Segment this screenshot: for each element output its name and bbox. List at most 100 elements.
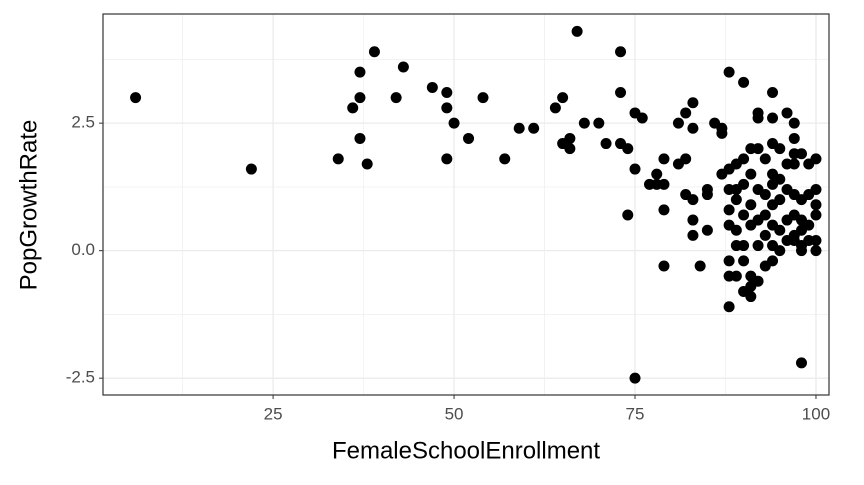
point (795, 148, 807, 160)
point (810, 245, 822, 257)
point (477, 92, 489, 104)
point (441, 153, 453, 165)
point (716, 127, 728, 139)
point (767, 112, 779, 124)
point (687, 122, 699, 134)
point (557, 92, 569, 104)
point (810, 153, 822, 165)
point (347, 102, 359, 114)
point (723, 301, 735, 313)
x-tick-label: 75 (626, 404, 645, 423)
y-tick-label: -2.5 (66, 368, 95, 387)
point (788, 117, 800, 129)
point (745, 168, 757, 180)
point (723, 255, 735, 267)
y-axis-title: PopGrowthRate (15, 120, 42, 291)
point (354, 92, 366, 104)
point (694, 260, 706, 272)
point (499, 153, 511, 165)
point (448, 117, 460, 129)
point (752, 143, 764, 155)
point (759, 153, 771, 165)
point (795, 245, 807, 257)
point (441, 102, 453, 114)
x-tick-label: 50 (445, 404, 464, 423)
point (361, 158, 373, 170)
point (803, 219, 815, 231)
point (354, 66, 366, 78)
point (658, 204, 670, 216)
point (672, 117, 684, 129)
point (701, 224, 713, 236)
panel-border (102, 13, 830, 396)
point (723, 66, 735, 78)
point (368, 46, 380, 58)
point (701, 189, 713, 201)
point (687, 214, 699, 226)
point (738, 76, 750, 88)
point (571, 25, 583, 37)
point (615, 46, 627, 58)
point (564, 143, 576, 155)
point (658, 153, 670, 165)
point (723, 204, 735, 216)
point (774, 143, 786, 155)
point (658, 260, 670, 272)
point (745, 291, 757, 303)
point (397, 61, 409, 73)
y-tick-label: 2.5 (71, 113, 95, 132)
point (528, 122, 540, 134)
point (795, 357, 807, 369)
point (788, 158, 800, 170)
point (774, 245, 786, 257)
point (629, 372, 641, 384)
point (767, 255, 779, 267)
point (810, 199, 822, 211)
point (680, 153, 692, 165)
point (687, 194, 699, 206)
point (730, 270, 742, 282)
point (810, 234, 822, 246)
point (578, 117, 590, 129)
point (687, 97, 699, 109)
point (354, 132, 366, 144)
point (810, 183, 822, 195)
point (245, 163, 257, 175)
point (774, 173, 786, 185)
point (426, 81, 438, 93)
point (622, 143, 634, 155)
point (730, 224, 742, 236)
point (622, 209, 634, 221)
point (759, 189, 771, 201)
point (738, 240, 750, 252)
point (390, 92, 402, 104)
point (774, 224, 786, 236)
point (759, 209, 771, 221)
point (615, 87, 627, 99)
point (680, 107, 692, 119)
point (513, 122, 525, 134)
x-axis-title: FemaleSchoolEnrollment (332, 437, 600, 464)
point (752, 275, 764, 287)
point (738, 255, 750, 267)
point (767, 87, 779, 99)
point (781, 107, 793, 119)
point (332, 153, 344, 165)
y-tick-label: 0.0 (71, 240, 95, 259)
point (636, 112, 648, 124)
point (774, 194, 786, 206)
point (788, 132, 800, 144)
point (600, 138, 612, 150)
point (130, 92, 142, 104)
point (752, 107, 764, 119)
point (745, 199, 757, 211)
point (593, 117, 605, 129)
point (738, 209, 750, 221)
point (651, 168, 663, 180)
point (752, 240, 764, 252)
point (759, 229, 771, 241)
x-tick-label: 25 (264, 404, 283, 423)
point (658, 178, 670, 190)
